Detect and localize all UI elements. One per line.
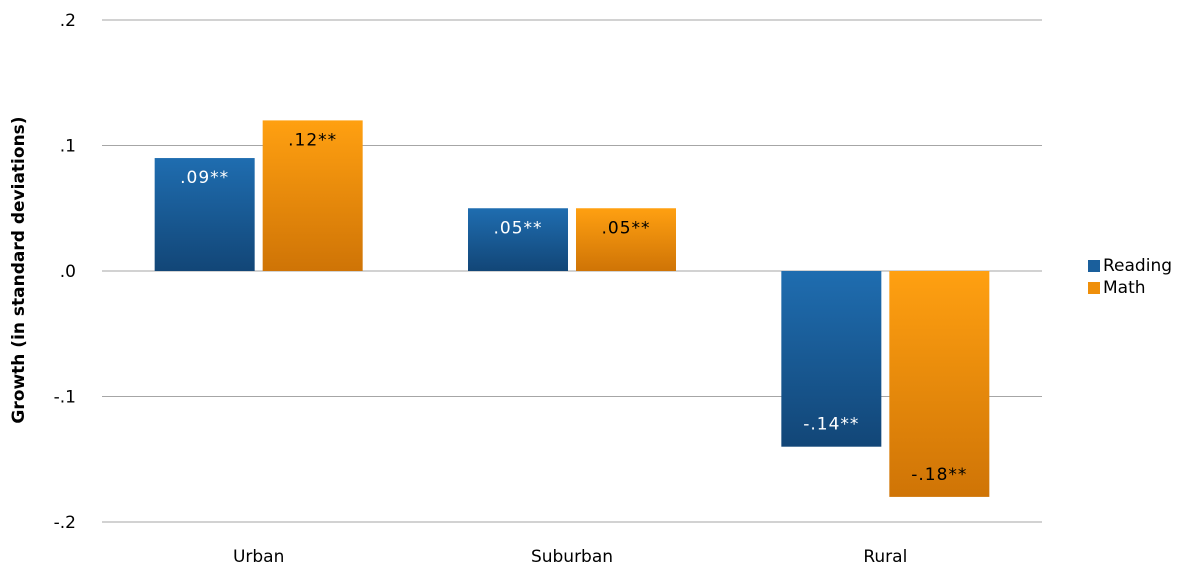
x-category-label: Rural <box>863 547 907 565</box>
legend-swatch-reading <box>1088 260 1100 272</box>
x-category-label: Suburban <box>531 547 613 565</box>
data-label: .05** <box>601 218 650 238</box>
y-tick-label: -.1 <box>54 388 76 408</box>
y-tick-label: .0 <box>60 262 76 282</box>
legend-item-reading: Reading <box>1088 255 1172 277</box>
y-tick-label: .1 <box>60 137 76 157</box>
data-label: .09** <box>180 168 229 188</box>
bar-reading <box>781 271 882 447</box>
x-axis-categories: Urban Suburban Rural <box>233 547 907 565</box>
data-label: -.14** <box>803 415 859 435</box>
legend-label-math: Math <box>1103 278 1146 298</box>
data-label: .05** <box>493 218 542 238</box>
legend-swatch-math <box>1088 282 1100 294</box>
legend-label-reading: Reading <box>1103 256 1173 276</box>
y-tick-label: .2 <box>60 11 76 31</box>
bar-reading <box>468 208 568 271</box>
y-tick-label: -.2 <box>54 513 76 533</box>
bar-reading <box>154 158 255 271</box>
data-label: -.18** <box>911 465 967 485</box>
gridlines <box>102 19 1042 523</box>
y-axis-ticks: .2 .1 .0 -.1 -.2 <box>54 11 76 533</box>
legend-item-math: Math <box>1088 277 1172 299</box>
bars: .09** .12** .05** .05** -.14** -.18** <box>154 120 990 497</box>
legend: Reading Math <box>1088 255 1172 299</box>
y-axis-label: Growth (in standard deviations) <box>9 116 29 423</box>
x-category-label: Urban <box>233 547 284 565</box>
data-label: .12** <box>288 130 337 150</box>
bar-math <box>576 208 676 271</box>
bar-math <box>262 120 363 272</box>
bar-math <box>889 271 990 497</box>
